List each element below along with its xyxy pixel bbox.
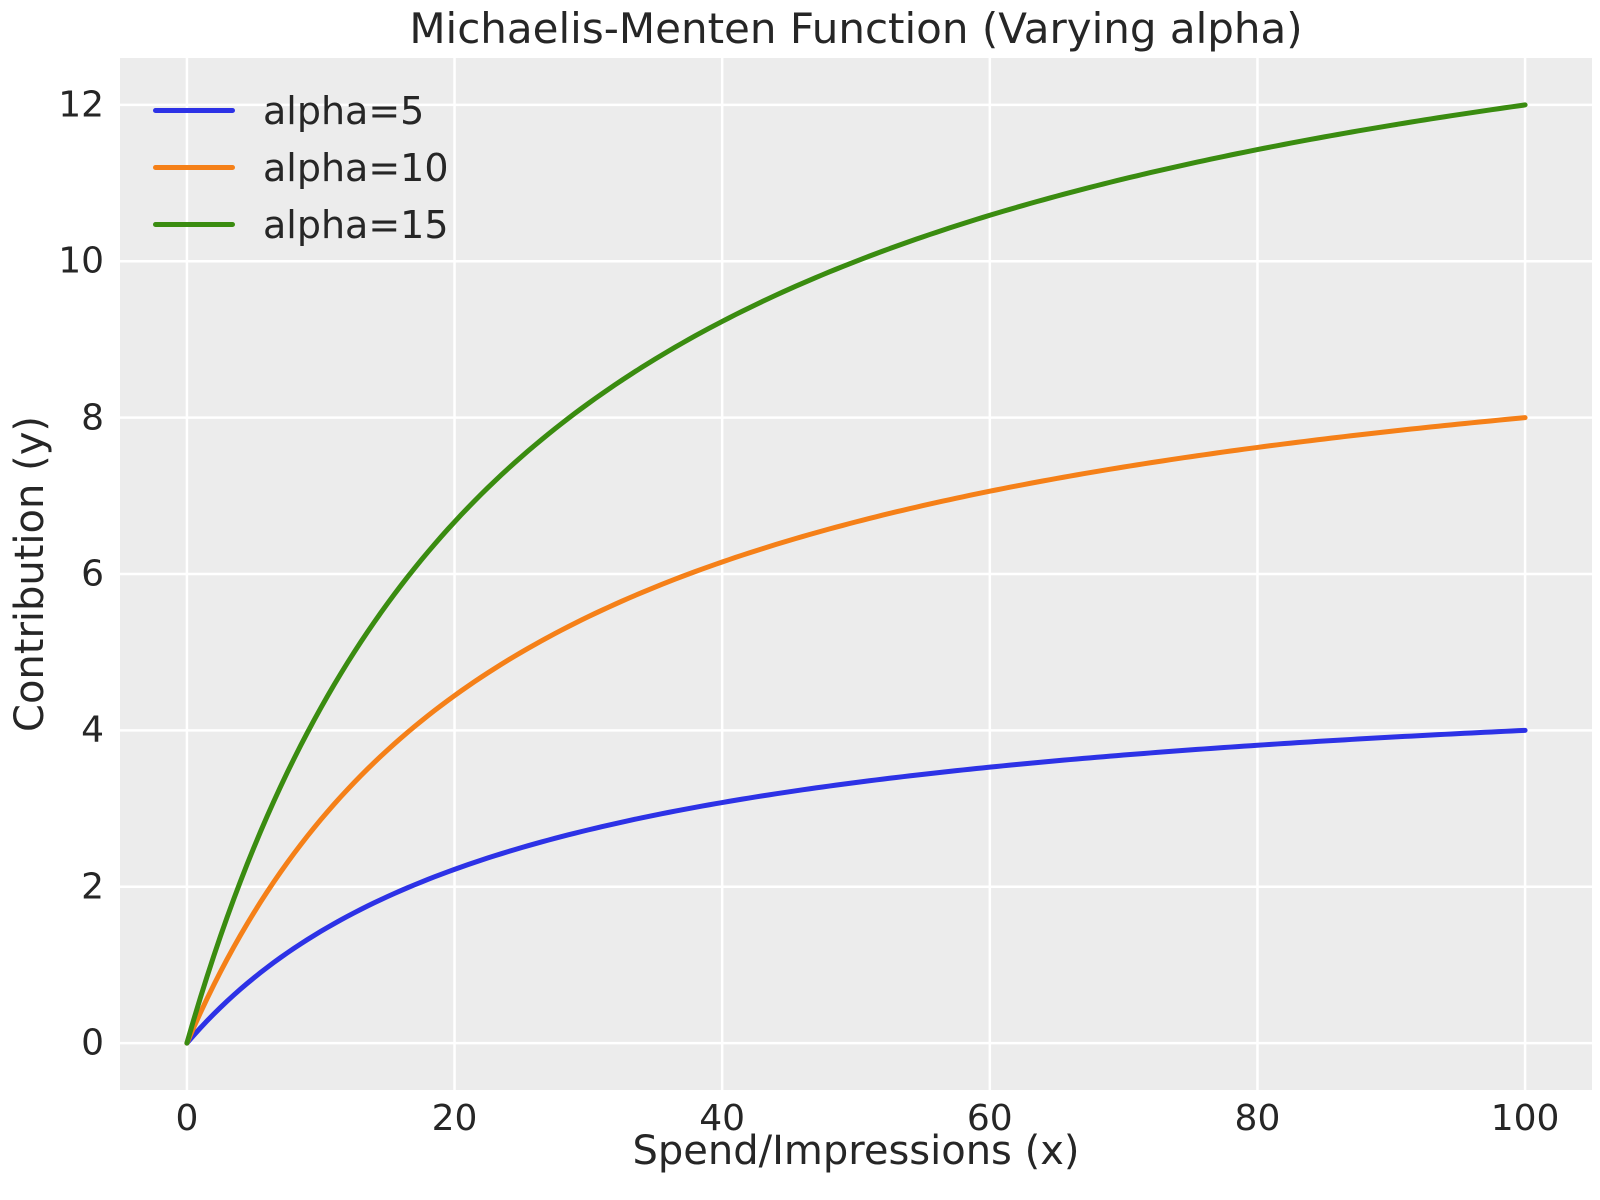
legend-swatch-alpha-10 [153, 165, 235, 170]
x-tick-label: 20 [431, 1098, 478, 1139]
y-tick-label: 6 [81, 553, 104, 595]
y-tick-label: 12 [58, 84, 104, 126]
legend-label-alpha-10: alpha=10 [263, 145, 449, 190]
legend-item: alpha=5 [153, 82, 449, 139]
line-alpha-15 [184, 102, 1528, 1046]
x-tick-label: 40 [699, 1098, 746, 1139]
legend-label-alpha-15: alpha=15 [263, 202, 449, 247]
x-tick-label: 80 [1234, 1098, 1281, 1139]
x-tick-label: 60 [966, 1098, 1013, 1139]
y-tick-label: 8 [81, 397, 104, 439]
x-axis-label: Spend/Impressions (x) [632, 1128, 1080, 1174]
x-tick-label: 0 [175, 1098, 199, 1139]
legend-item: alpha=15 [153, 196, 449, 253]
y-tick-label: 4 [81, 709, 104, 751]
legend-swatch-alpha-15 [153, 222, 235, 227]
line-alpha-10 [184, 415, 1528, 1046]
line-alpha-5 [184, 727, 1528, 1046]
legend-item: alpha=10 [153, 139, 449, 196]
legend-swatch-alpha-5 [153, 108, 235, 113]
legend: alpha=5 alpha=10 alpha=15 [153, 82, 449, 253]
chart-title: Michaelis-Menten Function (Varying alpha… [409, 4, 1303, 53]
y-tick-label: 2 [81, 866, 104, 908]
y-tick-label: 10 [58, 240, 104, 282]
legend-label-alpha-5: alpha=5 [263, 88, 425, 133]
x-tick-label: 100 [1490, 1098, 1560, 1139]
y-tick-label: 0 [81, 1022, 104, 1064]
